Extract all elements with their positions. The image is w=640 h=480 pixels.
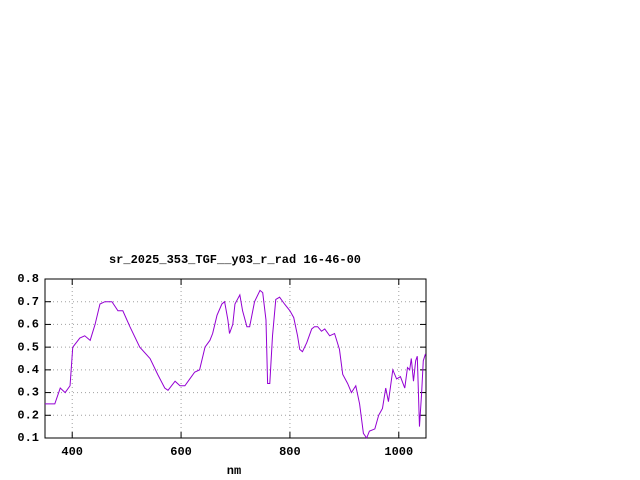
y-tick-label: 0.6 xyxy=(17,318,39,332)
x-tick-label: 1000 xyxy=(384,445,413,459)
y-tick-label: 0.2 xyxy=(17,408,39,422)
x-tick-label: 400 xyxy=(61,445,83,459)
data-line xyxy=(45,289,426,440)
y-tick-label: 0.3 xyxy=(17,386,39,400)
x-tick-label: 600 xyxy=(170,445,192,459)
x-tick-label: 800 xyxy=(279,445,301,459)
y-tick-label: 0.4 xyxy=(17,363,39,377)
y-tick-label: 0.5 xyxy=(17,340,39,354)
y-tick-label: 0.7 xyxy=(17,295,39,309)
x-axis-label: nm xyxy=(227,464,241,478)
y-tick-label: 0.1 xyxy=(17,431,39,445)
plot-border xyxy=(44,278,427,439)
y-tick-label: 0.8 xyxy=(17,272,39,286)
chart-title: sr_2025_353_TGF__y03_r_rad 16-46-00 xyxy=(109,253,361,267)
